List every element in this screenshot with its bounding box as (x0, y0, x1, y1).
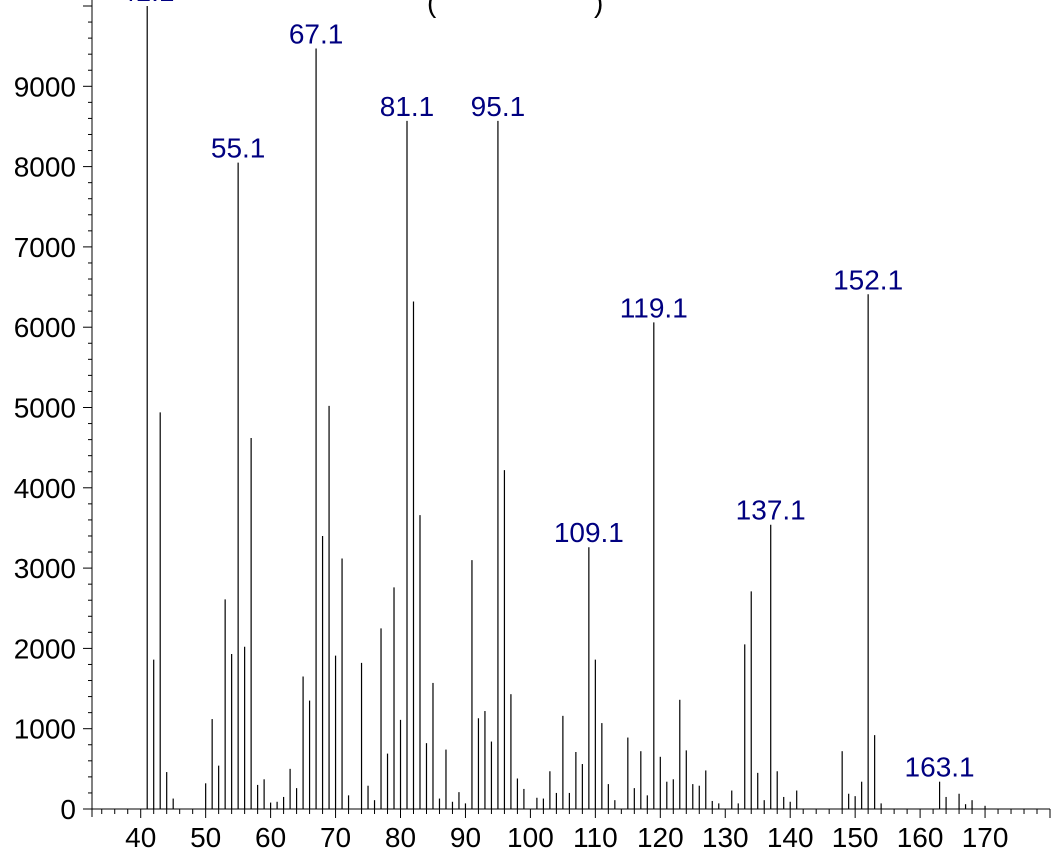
x-tick-label: 50 (190, 822, 221, 853)
peak-label: 119.1 (620, 292, 688, 323)
x-tick-label: 90 (450, 822, 481, 853)
x-tick-label: 80 (385, 822, 416, 853)
y-tick-label: 1000 (14, 714, 76, 745)
x-tick-label: 120 (637, 822, 684, 853)
y-tick-label: 0 (60, 794, 76, 825)
y-tick-label: 8000 (14, 152, 76, 183)
peak-labels: 41.1 55.1 67.1 81.1 95.1 109.1 119.1 137.1 152.1… (120, 0, 975, 783)
peak-label: 152.1 (833, 264, 903, 295)
x-tick-label: 130 (702, 822, 749, 853)
y-tick-label: 4000 (14, 473, 76, 504)
peak-label: 95.1 (471, 91, 526, 122)
peak-label: 109.1 (554, 517, 624, 548)
x-tick-label: 60 (255, 822, 286, 853)
y-tick-label: 6000 (14, 312, 76, 343)
y-tick-label: 5000 (14, 393, 76, 424)
peak-label: 81.1 (380, 91, 435, 122)
x-tick-label: 170 (962, 822, 1009, 853)
x-tick-label: 40 (125, 822, 156, 853)
x-tick-label: 140 (767, 822, 814, 853)
chart-title-open: ( (427, 0, 437, 18)
peak-bars (146, 6, 986, 809)
chart-title-close: ) (594, 0, 603, 18)
peak-label: 41.1 (120, 0, 175, 7)
peak-label: 137.1 (736, 495, 806, 526)
y-tick-label: 9000 (14, 71, 76, 102)
y-tick-label: 2000 (14, 633, 76, 664)
peak-label: 67.1 (289, 19, 344, 50)
x-tick-label: 150 (832, 822, 879, 853)
x-tick-label: 100 (507, 822, 554, 853)
y-tick-label: 3000 (14, 553, 76, 584)
peak-label: 163.1 (905, 752, 975, 783)
x-tick-label: 70 (320, 822, 351, 853)
peak-label: 55.1 (211, 133, 266, 164)
x-tick-label: 110 (573, 822, 618, 853)
axes: 0 1000 2000 3000 4000 5000 6000 7000 8000 9000 40 5… (14, 0, 1051, 853)
x-tick-label: 160 (897, 822, 944, 853)
y-tick-label: 7000 (14, 232, 76, 263)
